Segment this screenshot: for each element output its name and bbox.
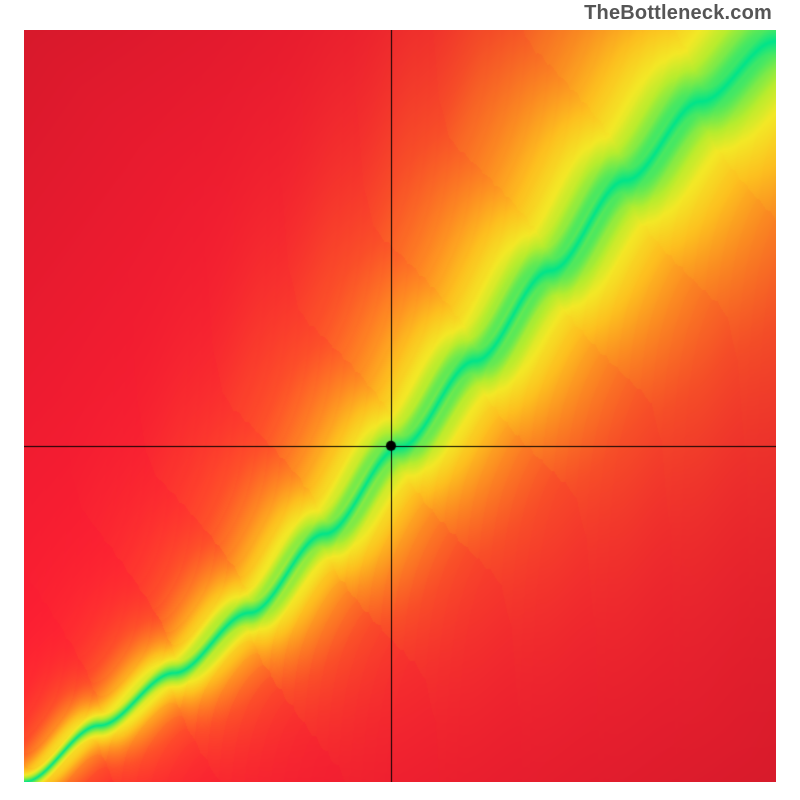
heatmap-canvas — [24, 30, 776, 782]
chart-container: TheBottleneck.com — [0, 0, 800, 800]
watermark-text: TheBottleneck.com — [584, 2, 772, 25]
heatmap-plot — [24, 30, 776, 782]
